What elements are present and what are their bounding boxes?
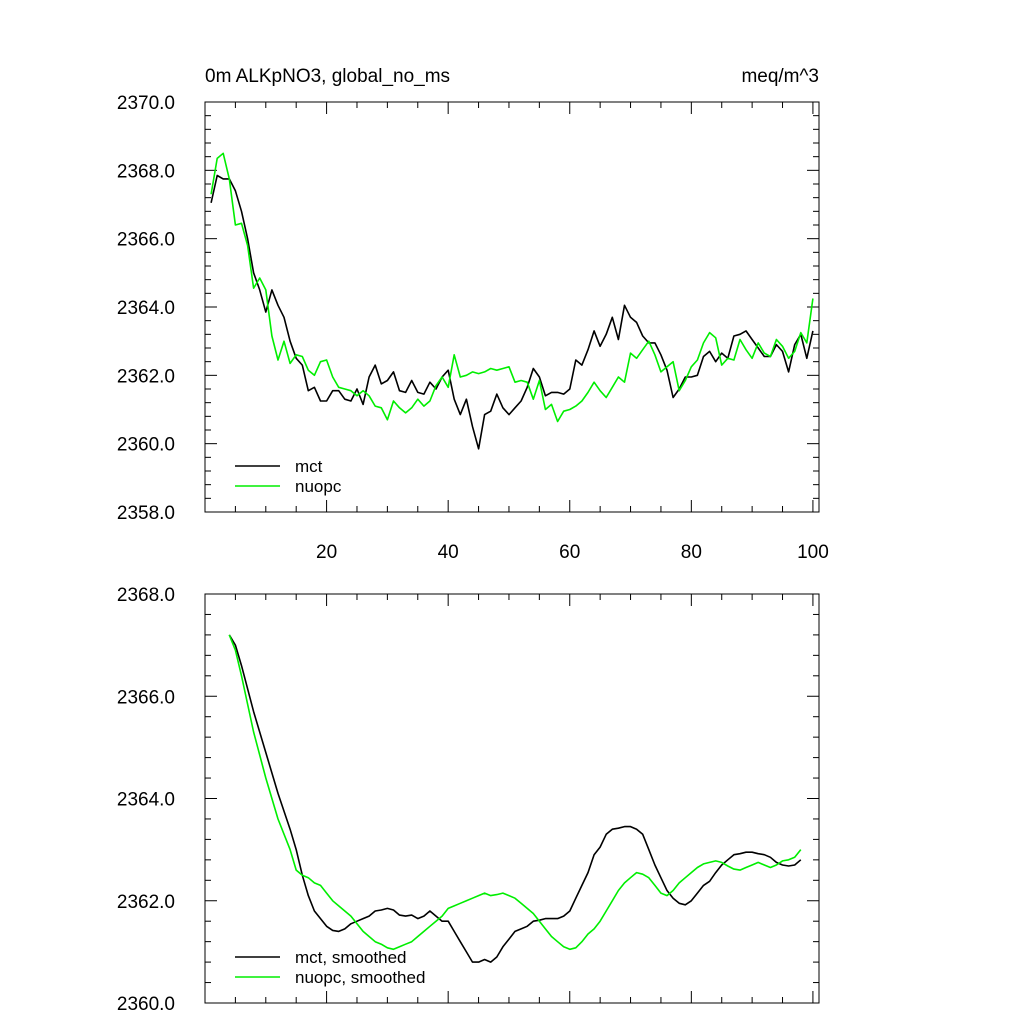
y-tick-label: 2364.0 [117,298,175,319]
y-tick-label: 2360.0 [117,435,175,456]
x-tick-label: 20 [316,542,337,563]
series-line-mct-smoothed [228,634,802,963]
series-line-mct [210,174,814,450]
plot-frame [204,593,820,1004]
y-tick-label: 2366.0 [117,230,175,251]
y-tick-label: 2370.0 [117,93,175,114]
chart-title-left: 0m ALKpNO3, global_no_ms [205,66,450,87]
legend-label: mct, smoothed [295,948,407,967]
legend-label: mct [295,457,323,476]
legend-label: nuopc [295,477,342,496]
x-tick-label: 40 [438,542,459,563]
y-tick-label: 2362.0 [117,366,175,387]
x-tick-label: 80 [681,542,702,563]
plot-frame [204,101,820,513]
series-line-nuopc [210,152,814,423]
y-tick-label: 2368.0 [117,585,175,606]
legend-label: nuopc, smoothed [295,968,425,987]
y-tick-label: 2362.0 [117,892,175,913]
series-line-nuopc-smoothed [228,634,802,951]
chart-title-right: meq/m^3 [741,66,819,87]
y-tick-label: 2360.0 [117,994,175,1015]
chart-panel-2: 2360.0 2362.0 2364.0 2366.0 2368.0 mct, smoot… [117,585,820,1015]
y-tick-label: 2366.0 [117,687,175,708]
y-tick-label: 2358.0 [117,503,175,524]
y-tick-label: 2364.0 [117,790,175,811]
y-tick-label: 2368.0 [117,161,175,182]
chart-panel-1: 2358.0 2360.0 2362.0 2364.0 2366.0 2368.0 2370… [117,66,829,563]
x-tick-label: 60 [559,542,580,563]
x-tick-label: 100 [797,542,829,563]
